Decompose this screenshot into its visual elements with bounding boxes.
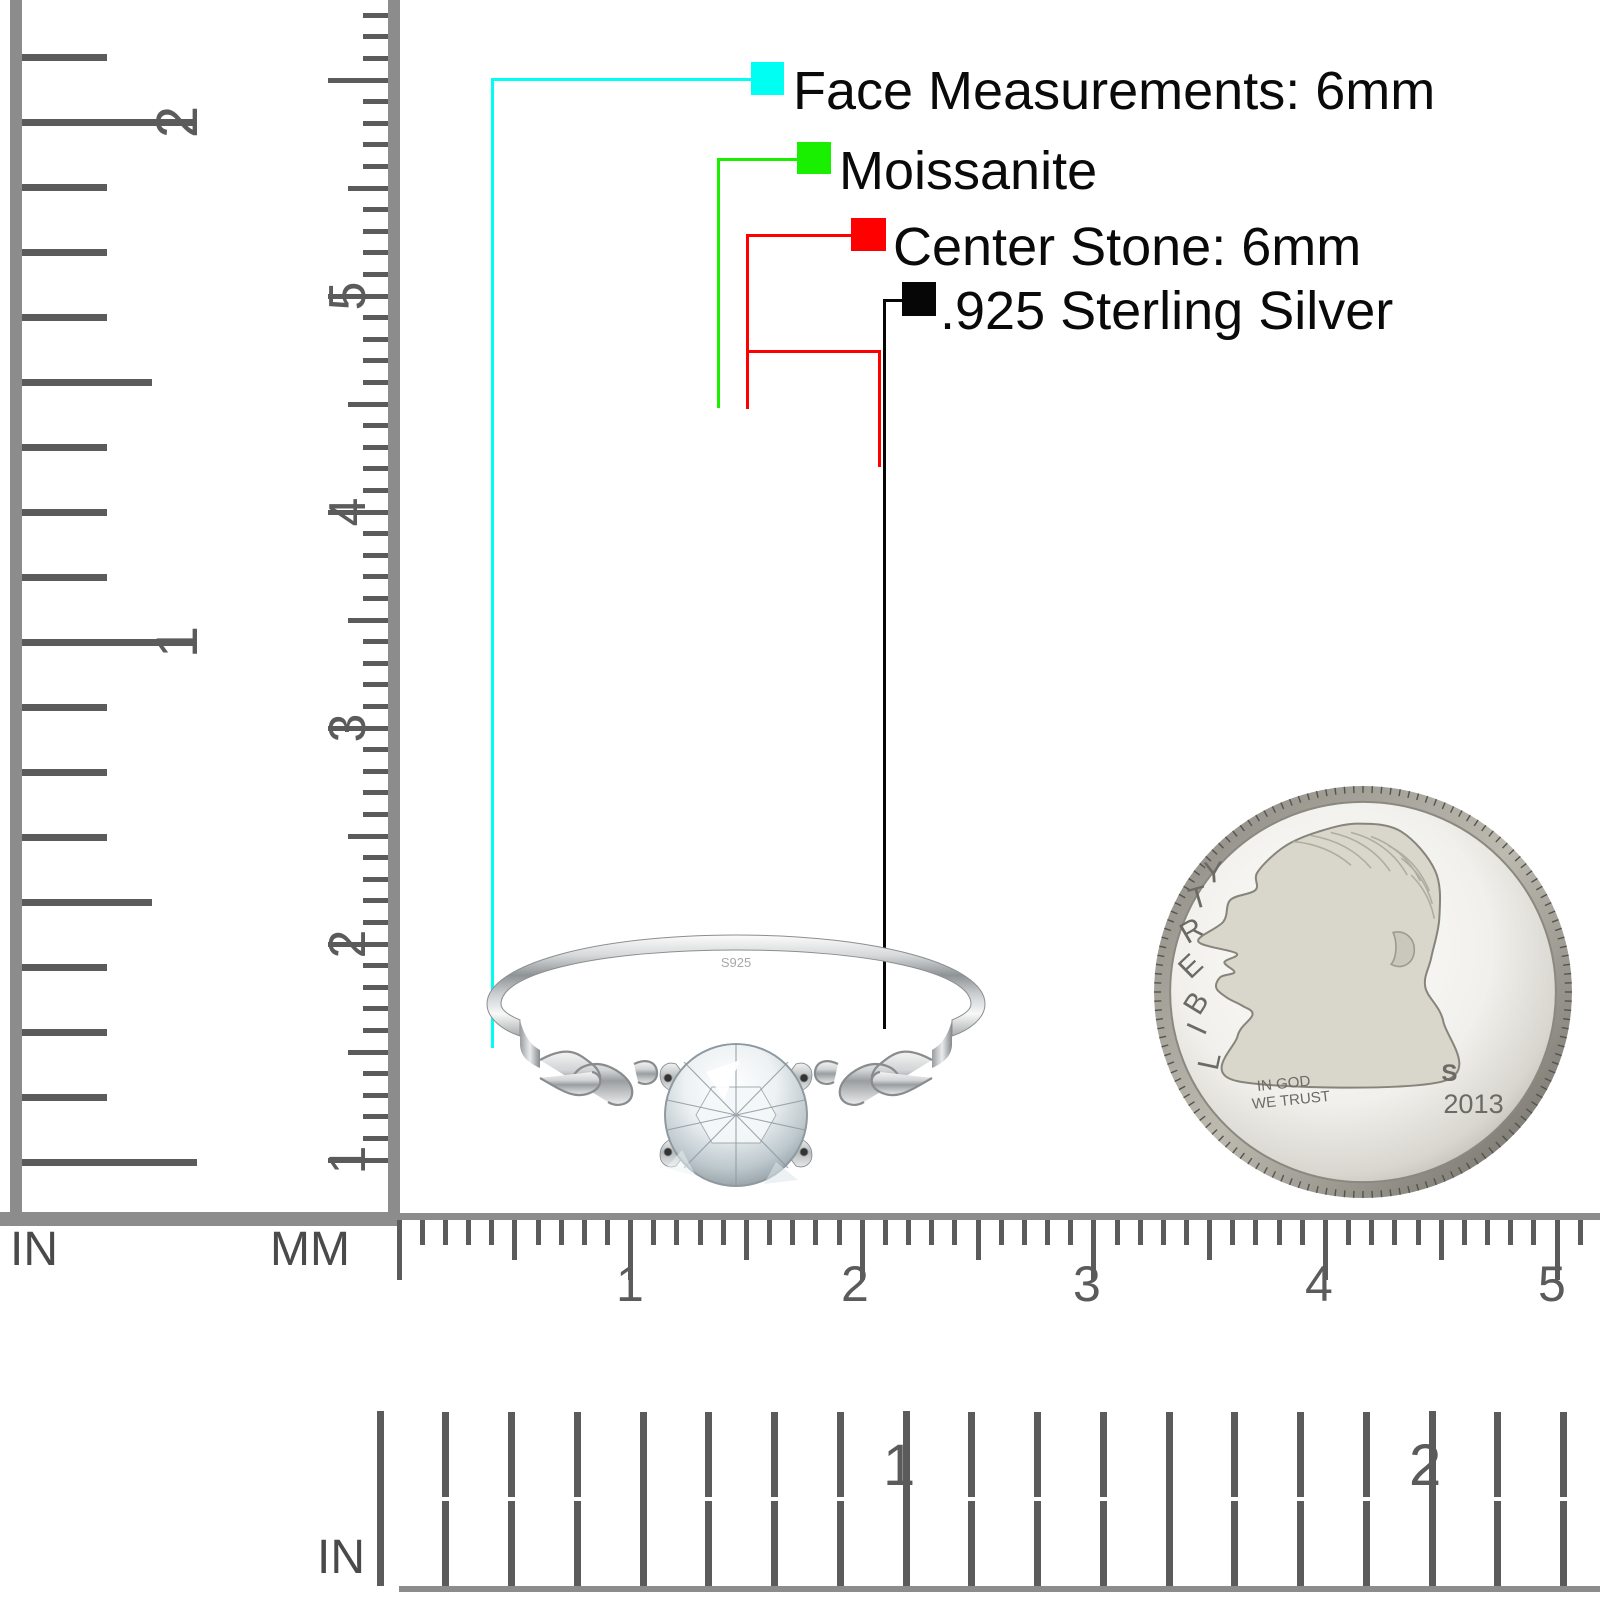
svg-text:S925: S925 (721, 955, 751, 970)
svg-text:Y: Y (1202, 856, 1224, 890)
svg-text:S: S (1441, 1060, 1457, 1087)
svg-text:2013: 2013 (1443, 1089, 1503, 1119)
